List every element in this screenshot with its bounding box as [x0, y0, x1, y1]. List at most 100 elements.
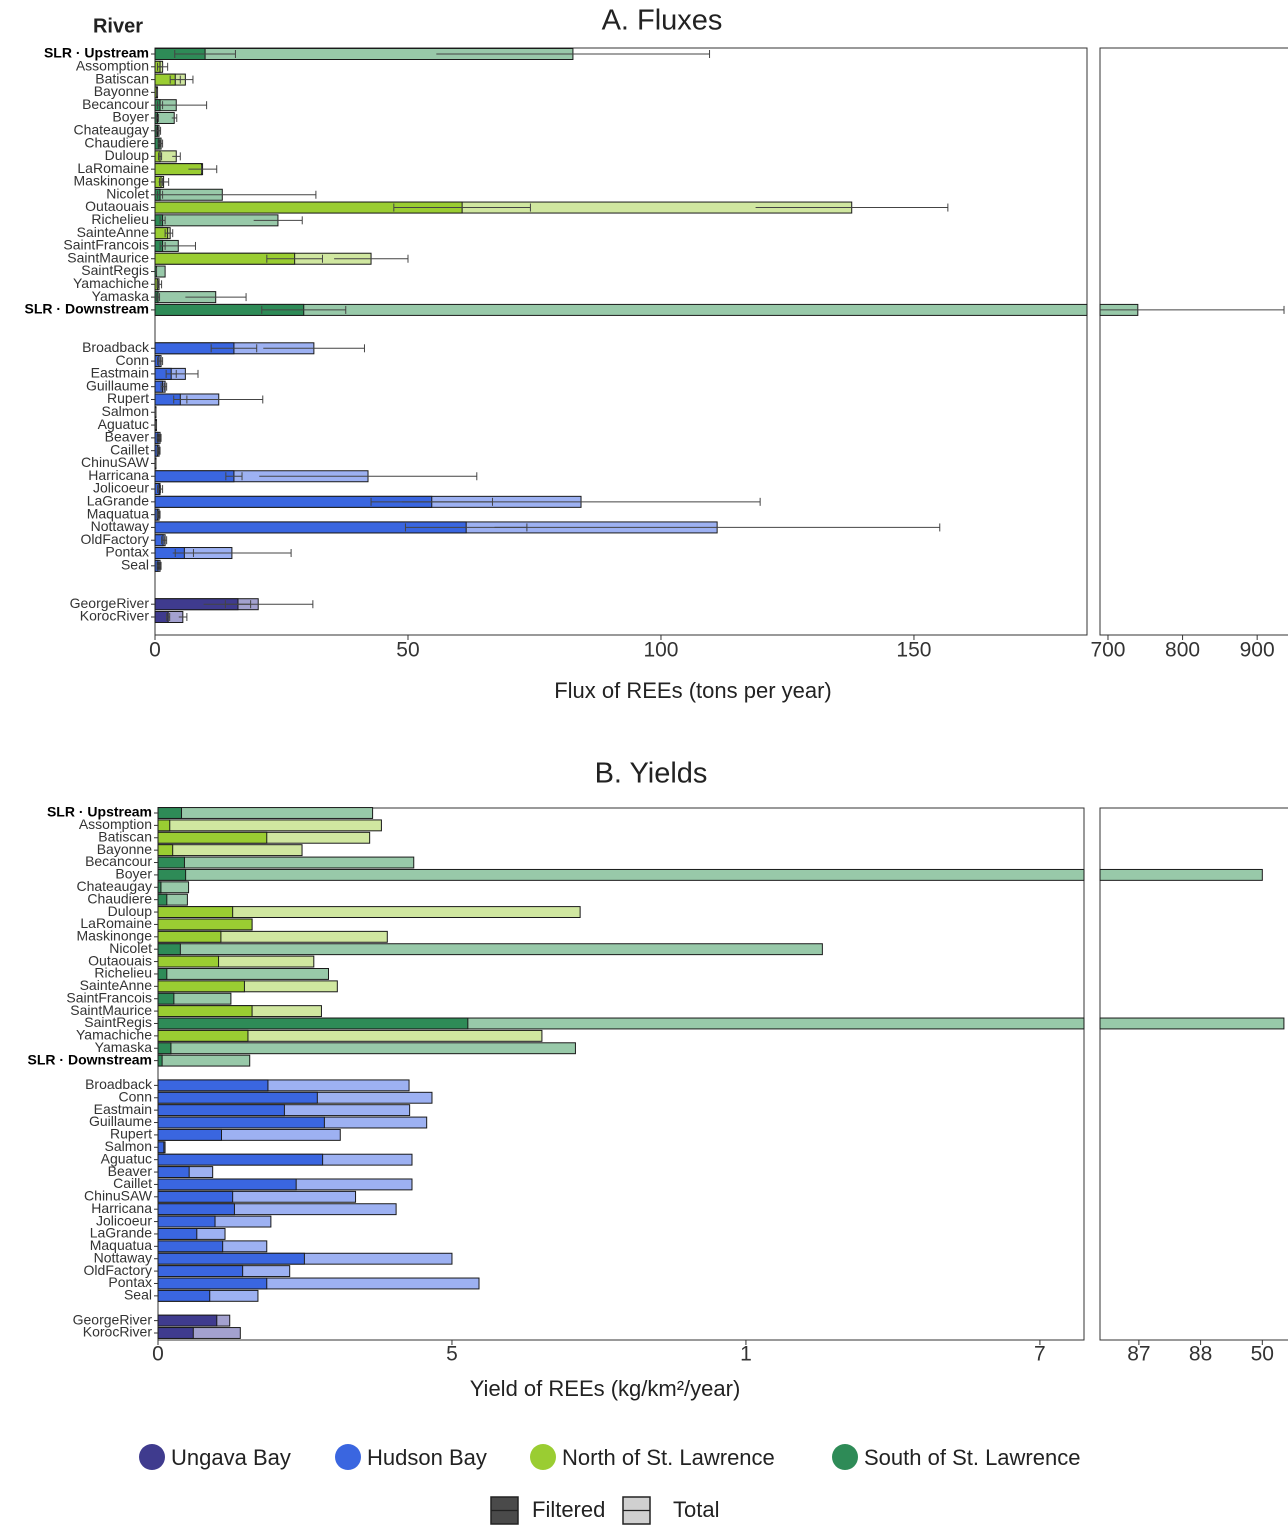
x-axis-title: Yield of REEs (kg/km²/year): [470, 1376, 741, 1401]
bar: [157, 955, 220, 968]
bar: [157, 1265, 244, 1278]
bar: [157, 1079, 269, 1092]
category-label: SaintRegis: [84, 1014, 152, 1030]
bar: [157, 1314, 218, 1327]
category-label: GeorgeRiver: [73, 1311, 153, 1327]
category-label: Caillet: [110, 441, 149, 457]
x-tick-label: 0: [149, 639, 161, 662]
bar: [157, 1017, 469, 1030]
category-label: Beaver: [105, 429, 150, 445]
bar: [157, 1240, 224, 1253]
bar: [157, 1166, 190, 1178]
category-label: SLR · Upstream: [44, 45, 149, 61]
bar: [157, 968, 168, 980]
bar: [157, 968, 330, 980]
bar: [157, 1128, 222, 1141]
x-tick-label: 0: [152, 1343, 164, 1366]
break-frame: [1099, 47, 1288, 636]
bar: [157, 1190, 234, 1203]
category-label: KorocRiver: [83, 1324, 153, 1340]
legend-label: South of St. Lawrence: [864, 1445, 1080, 1470]
bar: [157, 868, 1085, 881]
bar: [157, 906, 234, 918]
category-label: SaintMaurice: [67, 249, 149, 265]
x-tick-label: 50: [1251, 1343, 1274, 1366]
category-label: Nicolet: [106, 185, 149, 201]
category-label: Maskinonge: [77, 928, 153, 944]
category-label: Seal: [121, 557, 149, 573]
x-tick-label: 150: [896, 639, 931, 662]
bar: [157, 1116, 325, 1129]
category-label: Nicolet: [109, 940, 152, 956]
category-label: Duloup: [105, 147, 150, 163]
category-label: Boyer: [115, 866, 152, 882]
bar: [157, 980, 245, 993]
category-label: Nottaway: [94, 1249, 152, 1265]
bar: [157, 1203, 235, 1216]
x-tick-label: 100: [643, 639, 678, 662]
legend-label: Total: [673, 1497, 719, 1522]
x-tick-label: 1: [740, 1343, 752, 1366]
x-tick-label: 7: [1034, 1343, 1046, 1366]
x-tick-label: 50: [396, 639, 419, 662]
bar: [157, 856, 185, 869]
bar: [157, 1054, 251, 1067]
category-label: Harricana: [88, 467, 149, 483]
category-label: LaRomaine: [77, 160, 149, 176]
category-label: Guillaume: [89, 1113, 152, 1129]
category-label: Bayonne: [94, 83, 149, 99]
category-label: Assomption: [79, 816, 152, 832]
category-label: Conn: [119, 1088, 152, 1104]
bar: [154, 470, 235, 483]
category-label: Guillaume: [86, 377, 149, 393]
category-label: Eastmain: [94, 1101, 152, 1117]
x-tick-label: 88: [1189, 1343, 1212, 1366]
bar: [157, 1228, 198, 1240]
panel-title: A. Fluxes: [602, 5, 723, 37]
category-label: ChinuSAW: [84, 1188, 153, 1204]
bar: [157, 918, 253, 931]
bar: [157, 930, 222, 943]
category-label: Pontax: [105, 544, 149, 560]
bar: [157, 943, 181, 956]
category-label: LaRomaine: [80, 915, 152, 931]
category-label: Yamaska: [92, 288, 150, 304]
category-label: Richelieu: [91, 211, 149, 227]
category-label: Yamachiche: [73, 275, 149, 291]
category-label: Salmon: [105, 1138, 152, 1154]
bar: [157, 807, 183, 819]
category-label: Jolicoeur: [93, 480, 149, 496]
bar: [157, 831, 268, 844]
category-label: Assomption: [76, 57, 149, 73]
bar: [157, 1054, 163, 1067]
category-label: Outaouais: [88, 952, 152, 968]
bar: [157, 1005, 253, 1018]
category-label: Yamaska: [95, 1039, 153, 1055]
category-label: Becancour: [82, 96, 149, 112]
category-label: Chaudiere: [87, 890, 152, 906]
category-label: Caillet: [113, 1175, 152, 1191]
bar: [157, 1277, 268, 1290]
legend-label: Filtered: [532, 1497, 605, 1522]
bar: [157, 881, 190, 894]
category-label: Yamachiche: [76, 1027, 152, 1043]
category-label: Becancour: [85, 853, 152, 869]
bar: [157, 1104, 285, 1117]
category-label: Outaouais: [85, 198, 149, 214]
bar: [157, 893, 168, 906]
category-label: LaGrande: [90, 1225, 152, 1241]
category-label: Pontax: [108, 1274, 152, 1290]
bar: [157, 1042, 576, 1055]
category-label: Richelieu: [94, 965, 152, 981]
category-label: SLR · Upstream: [47, 804, 152, 820]
bar: [157, 856, 415, 869]
category-label: Beaver: [108, 1163, 153, 1179]
x-tick-label: 900: [1240, 639, 1275, 662]
category-label: Batiscan: [98, 828, 152, 844]
category-label: Broadback: [85, 1076, 153, 1092]
category-label: Jolicoeur: [96, 1212, 152, 1228]
bar: [1099, 1017, 1285, 1030]
category-label: SLR · Downstream: [28, 1051, 152, 1067]
category-label: SLR · Downstream: [25, 301, 149, 317]
